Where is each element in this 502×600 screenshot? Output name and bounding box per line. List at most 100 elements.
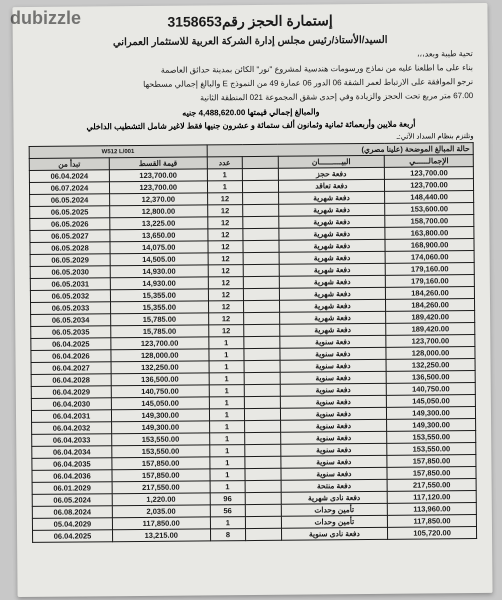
cell-desc: دفعة منتحة: [281, 479, 388, 492]
cell-qty: 1: [210, 517, 246, 529]
cell-qty: 1: [209, 445, 245, 457]
cell-qty: 12: [207, 229, 243, 241]
cell-amount: 123,700.00: [385, 167, 474, 180]
cell-date: 06.05.2024: [32, 494, 112, 507]
header-unit-price: قيمة القسط: [109, 157, 207, 170]
cell-date: 06.05.2026: [30, 218, 110, 231]
cell-date: 06.04.2031: [31, 410, 111, 423]
cell-unit-price: 140,750.00: [111, 385, 209, 398]
cell-unit-price: 217,550.00: [112, 481, 210, 494]
cell-desc: تأمين وحدات: [281, 515, 388, 528]
cell-date: 06.04.2028: [31, 374, 111, 387]
document-page: إستمارة الحجز رقم3158653 السيد/الأستاذ/ر…: [12, 3, 492, 597]
cell-amount: 157,850.00: [387, 467, 476, 480]
cell-ref: [242, 168, 278, 180]
cell-desc: دفعة شهرية: [279, 251, 386, 264]
cell-desc: دفعة سنوية: [280, 395, 387, 408]
cell-unit-price: 153,550.00: [112, 433, 210, 446]
cell-qty: 12: [207, 205, 243, 217]
cell-unit-price: 145,050.00: [111, 397, 209, 410]
cell-date: 06.05.2035: [31, 326, 111, 339]
cell-qty: 12: [207, 217, 243, 229]
cell-amount: 140,750.00: [386, 383, 475, 396]
cell-date: 06.05.2029: [30, 254, 110, 267]
cell-unit-price: 123,700.00: [111, 337, 209, 350]
cell-qty: 8: [210, 529, 246, 541]
cell-amount: 157,850.00: [387, 455, 476, 468]
cell-unit-price: 14,505.00: [110, 253, 208, 266]
cell-amount: 132,250.00: [386, 359, 475, 372]
header-date: تبدأ من: [29, 158, 109, 171]
cell-date: 06.04.2035: [32, 458, 112, 471]
cell-qty: 12: [208, 253, 244, 265]
cell-amount: 105,720.00: [388, 527, 477, 540]
cell-date: 06.04.2027: [31, 362, 111, 375]
cell-ref: [243, 276, 279, 288]
cell-ref: [244, 384, 280, 396]
cell-date: 06.04.2029: [31, 386, 111, 399]
cell-qty: 1: [209, 409, 245, 421]
cell-ref: [243, 240, 279, 252]
cell-date: 05.04.2029: [32, 518, 112, 531]
cell-unit-price: 149,300.00: [111, 421, 209, 434]
cell-amount: 153,600.00: [385, 203, 474, 216]
cell-ref: [245, 444, 281, 456]
cell-amount: 184,260.00: [386, 287, 475, 300]
cell-qty: 1: [208, 337, 244, 349]
title-prefix: إستمارة الحجز رقم: [222, 12, 333, 29]
cell-date: 06.04.2034: [32, 446, 112, 459]
cell-unit-price: 153,550.00: [112, 445, 210, 458]
cell-ref: [243, 288, 279, 300]
cell-ref: [245, 492, 281, 504]
cell-amount: 117,850.00: [388, 515, 477, 528]
cell-unit-price: 15,785.00: [111, 313, 209, 326]
cell-amount: 179,160.00: [385, 263, 474, 276]
cell-desc: دفعة سنوية: [280, 419, 387, 432]
cell-ref: [243, 252, 279, 264]
greeting: تحية طيبة وبعد،،،: [28, 48, 473, 64]
cell-desc: دفعة شهرية: [279, 323, 386, 336]
cell-date: 06.05.2024: [30, 194, 110, 207]
cell-desc: تأمين وحدات: [281, 503, 388, 516]
cell-unit-price: 15,785.00: [111, 325, 209, 338]
cell-desc: دفعة شهرية: [279, 263, 386, 276]
cell-unit-price: 123,700.00: [109, 181, 207, 194]
cell-date: 06.04.2033: [32, 434, 112, 447]
cell-ref: [245, 468, 281, 480]
cell-unit-price: 13,225.00: [110, 217, 208, 230]
cell-qty: 1: [209, 373, 245, 385]
cell-qty: 1: [209, 349, 245, 361]
cell-amount: 158,700.00: [385, 215, 474, 228]
cell-amount: 174,060.00: [385, 251, 474, 264]
cell-ref: [245, 408, 281, 420]
cell-qty: 12: [208, 241, 244, 253]
cell-date: 06.05.2032: [30, 290, 110, 303]
body-line-1: بناء على ما اطلعنا عليه من نماذج ورسومات…: [28, 62, 473, 78]
cell-desc: دفعة شهرية: [278, 227, 385, 240]
cell-unit-price: 13,650.00: [110, 229, 208, 242]
cell-qty: 1: [209, 385, 245, 397]
cell-ref: [244, 360, 280, 372]
cell-desc: دفعة شهرية: [279, 311, 386, 324]
cell-amount: 145,050.00: [386, 395, 475, 408]
cell-qty: 1: [209, 457, 245, 469]
cell-ref: [244, 312, 280, 324]
cell-date: 06.04.2032: [32, 422, 112, 435]
cell-unit-price: 14,930.00: [110, 265, 208, 278]
cell-unit-price: 132,250.00: [111, 361, 209, 374]
cell-ref: [243, 264, 279, 276]
cell-unit-price: 123,700.00: [109, 169, 207, 182]
cell-desc: دفعة سنوية: [280, 383, 387, 396]
cell-qty: 56: [210, 505, 246, 517]
amount-words: أربعة ملايين وأربعمائة ثمانية وثمانون أل…: [28, 119, 473, 132]
cell-qty: 1: [209, 397, 245, 409]
cell-unit-price: 12,800.00: [110, 205, 208, 218]
cell-desc: دفعة سنوية: [280, 431, 387, 444]
cell-ref: [244, 300, 280, 312]
page-title: إستمارة الحجز رقم3158653: [28, 11, 473, 32]
cell-unit-price: 15,355.00: [110, 289, 208, 302]
cell-amount: 113,960.00: [387, 503, 476, 516]
amount-line: والمبالغ إجمالي قيمتها 4,488,620.00 جنيه: [28, 106, 473, 119]
cell-date: 06.05.2030: [30, 266, 110, 279]
cell-date: 06.05.2025: [30, 206, 110, 219]
